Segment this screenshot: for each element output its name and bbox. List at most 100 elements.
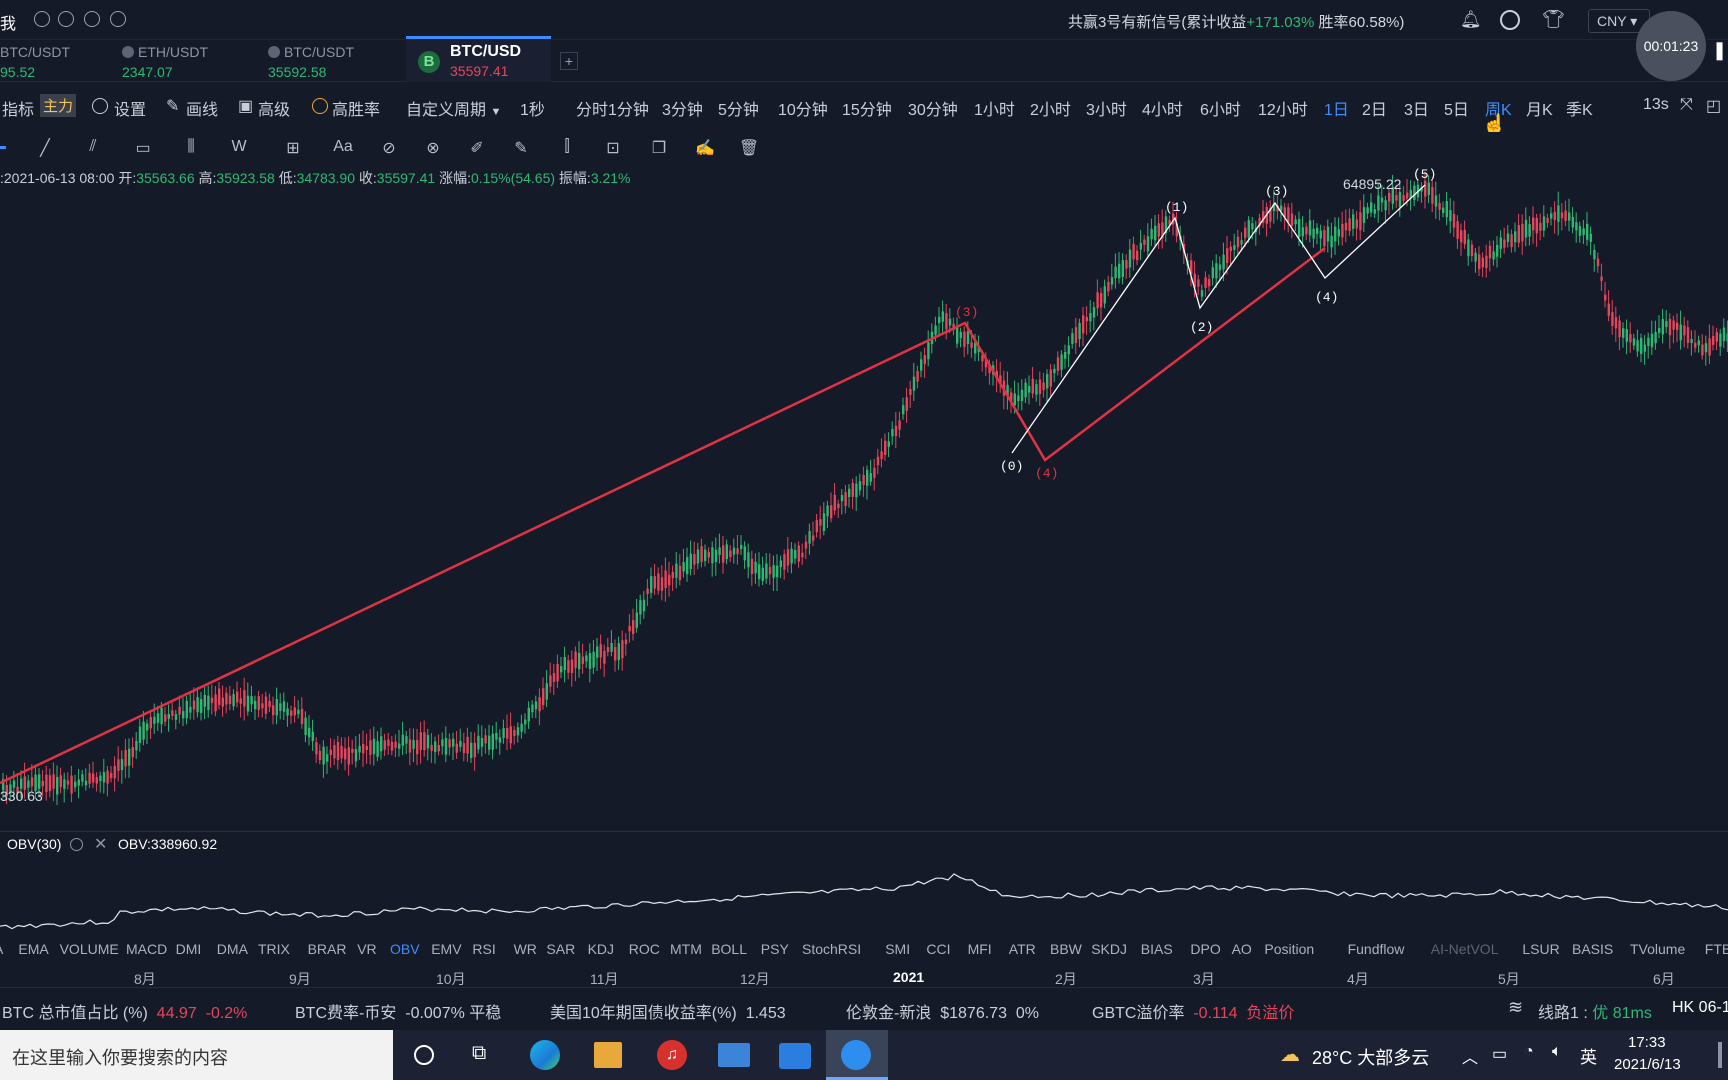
obv-title[interactable]: OBV(30)	[7, 836, 62, 852]
indicator-bbw[interactable]: BBW	[1050, 941, 1082, 957]
shirt-icon[interactable]: 👕︎	[1542, 9, 1565, 29]
indicator-roc[interactable]: ROC	[628, 941, 660, 957]
period-7[interactable]: 30分钟	[908, 102, 958, 119]
clock-date[interactable]: 2021/6/13	[1614, 1056, 1681, 1073]
text-tool-icon[interactable]: Aa	[333, 138, 353, 155]
period-9[interactable]: 2小时	[1030, 102, 1071, 119]
netease-music-icon[interactable]: ♫	[657, 1040, 687, 1070]
user-label[interactable]: 我	[0, 16, 17, 33]
indicator-mfi[interactable]: MFI	[967, 941, 992, 957]
tab-eth-usdt[interactable]: ETH/USDT 2347.07	[122, 40, 252, 82]
settings-button[interactable]: 设置	[114, 102, 147, 119]
obv-close-icon[interactable]: ✕	[94, 836, 108, 853]
indicator-emv[interactable]: EMV	[431, 941, 462, 957]
indicator-brar[interactable]: BRAR	[307, 941, 347, 957]
fib-tool-icon[interactable]: ⫼	[187, 138, 195, 155]
period-2[interactable]: 1分钟	[608, 102, 649, 119]
tab-btc-usdt-1[interactable]: BTC/USDT 95.52	[0, 40, 110, 82]
measure-tool-icon[interactable]: ⊞	[286, 140, 300, 157]
period-10[interactable]: 3小时	[1086, 102, 1127, 119]
indicator-dmi[interactable]: DMI	[175, 941, 202, 957]
pause-icon[interactable]: ❚	[1712, 40, 1728, 60]
indicator-macd[interactable]: MACD	[126, 941, 168, 957]
indicator-ao[interactable]: AO	[1231, 941, 1252, 957]
show-desktop-button[interactable]	[1718, 1042, 1722, 1068]
period-15[interactable]: 2日	[1362, 102, 1387, 119]
gear-icon[interactable]	[92, 98, 108, 114]
indicator-basis[interactable]: BASIS	[1572, 941, 1614, 957]
ticker-item-gbtc[interactable]: GBTC溢价率 -0.114 负溢价	[1092, 999, 1294, 1023]
indicator-smi[interactable]: SMI	[885, 941, 911, 957]
check-circle-icon[interactable]	[312, 98, 328, 114]
indicator-trix[interactable]: TRIX	[258, 941, 290, 957]
draw-button[interactable]: 画线	[186, 102, 219, 119]
period-4[interactable]: 5分钟	[718, 102, 759, 119]
period-11[interactable]: 4小时	[1142, 102, 1183, 119]
indicator-button[interactable]: 指标	[2, 102, 35, 119]
ticker-item-dominance[interactable]: BTC 总市值占比 (%) 44.97 -0.2%	[2, 999, 247, 1023]
line-tool-icon[interactable]: ╱	[40, 140, 50, 157]
indicator-boll[interactable]: BOLL	[711, 941, 747, 957]
indicator-ema[interactable]: EMA	[18, 941, 49, 957]
store-icon[interactable]	[594, 1042, 622, 1068]
indicator-wr[interactable]: WR	[513, 941, 537, 957]
indicator-volume[interactable]: VOLUME	[59, 941, 119, 957]
obv-settings-icon[interactable]	[70, 838, 83, 851]
candles-icon[interactable]: ⫿	[564, 138, 570, 155]
indicator-psy[interactable]: PSY	[760, 941, 789, 957]
task-view-icon[interactable]: ⧉	[472, 1042, 487, 1064]
calendar-icon[interactable]: ▣	[238, 98, 254, 115]
trash-icon[interactable]: 🗑︎	[738, 140, 760, 157]
tab-btc-usd-active[interactable]: B BTC/USD 35597.41	[406, 36, 551, 82]
indicator-ftbs[interactable]: FTBS	[1704, 941, 1728, 957]
advanced-button[interactable]: 高级	[258, 102, 291, 119]
ticker-item-treasury[interactable]: 美国10年期国债收益率(%) 1.453	[550, 999, 786, 1023]
taskbar-search-input[interactable]: 在这里输入你要搜索的内容	[0, 1030, 393, 1080]
period-12[interactable]: 6小时	[1200, 102, 1241, 119]
custom-period-dropdown[interactable]: 自定义周期 ▼	[406, 96, 501, 120]
network-icon[interactable]: ◔	[1524, 1043, 1534, 1060]
volume-icon[interactable]: 🔈︎	[1552, 1043, 1562, 1060]
price-chart[interactable]: (3) (4) (0) (1) (2) (3) (4) (5) 64895.22…	[0, 168, 1728, 830]
indicator-bias[interactable]: BIAS	[1140, 941, 1173, 957]
indicator-vr[interactable]: VR	[357, 941, 377, 957]
shield-icon[interactable]	[58, 11, 74, 27]
add-tab-button[interactable]: +	[560, 52, 578, 70]
battery-icon[interactable]: ▭	[1492, 1046, 1508, 1063]
indicator-mtm[interactable]: MTM	[670, 941, 702, 957]
phone-icon[interactable]	[110, 11, 126, 27]
compass-icon[interactable]	[84, 11, 100, 27]
indicator-kdj[interactable]: KDJ	[587, 941, 615, 957]
period-3[interactable]: 3分钟	[662, 102, 703, 119]
lock-icon[interactable]: ⊡	[606, 140, 620, 157]
obv-panel[interactable]: OBV(30) ✕ OBV:338960.92	[0, 831, 1728, 935]
indicator-a[interactable]: A	[0, 941, 3, 957]
indicator-fundflow[interactable]: Fundflow	[1347, 941, 1405, 957]
recording-timer[interactable]: 00:01:23	[1636, 11, 1706, 81]
ticker-item-funding[interactable]: BTC费率-币安 -0.007% 平稳	[295, 999, 501, 1023]
eraser-icon[interactable]: ⊘	[382, 140, 396, 157]
hide-drawings-icon[interactable]: ⊗	[426, 140, 440, 157]
fullscreen-icon[interactable]: ⤧	[1680, 96, 1693, 113]
period-5[interactable]: 10分钟	[778, 102, 828, 119]
indicator-rsi[interactable]: RSI	[472, 941, 496, 957]
indicator-tvolume[interactable]: TVolume	[1630, 941, 1686, 957]
rectangle-tool-icon[interactable]: ▭	[135, 140, 151, 157]
wave-tool-icon[interactable]: W	[231, 138, 247, 155]
indicator-atr[interactable]: ATR	[1008, 941, 1036, 957]
indicator-position[interactable]: Position	[1264, 941, 1315, 957]
high-winrate-button[interactable]: 高胜率	[332, 102, 381, 119]
brush-icon[interactable]: ✎	[514, 140, 528, 157]
edit-icon[interactable]: ✍	[695, 140, 715, 157]
main-badge[interactable]: 主力	[40, 94, 77, 117]
bell-icon[interactable]: 🔔︎	[1460, 10, 1482, 29]
ime-indicator[interactable]: 英	[1580, 1048, 1597, 1067]
indicator-sar[interactable]: SAR	[546, 941, 576, 957]
indicator-stochrsi[interactable]: StochRSI	[802, 941, 862, 957]
period-19[interactable]: 月K	[1526, 102, 1553, 119]
period-18[interactable]: 周K	[1485, 102, 1512, 119]
ticker-item-gold[interactable]: 伦敦金-新浪 $1876.73 0%	[846, 999, 1039, 1023]
chevron-up-icon[interactable]: ︿	[1462, 1050, 1479, 1067]
expand-icon[interactable]: ◰	[1706, 98, 1722, 115]
indicator-skdj[interactable]: SKDJ	[1091, 941, 1127, 957]
